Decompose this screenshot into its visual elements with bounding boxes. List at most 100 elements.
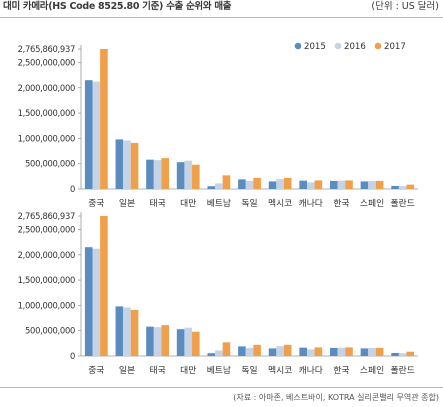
bar-2016 — [306, 182, 315, 189]
x-category-label: 중국 — [88, 365, 104, 376]
bar-2015 — [299, 347, 307, 356]
bar-2016 — [153, 327, 162, 356]
bar-2015 — [84, 80, 93, 189]
x-category-label: 폴란드 — [391, 197, 415, 209]
y-tick-label: 2,500,000,000 — [18, 224, 75, 234]
bar-2016 — [398, 353, 407, 356]
y-tick-label: 2,765,860,937 — [18, 44, 75, 54]
bar-2017 — [192, 164, 200, 189]
y-tick-label: 500,000,000 — [25, 159, 75, 169]
bar-2015 — [360, 348, 369, 356]
legend-marker-2016 — [334, 42, 342, 50]
bar-2017 — [192, 331, 200, 356]
bar-2015 — [330, 180, 338, 189]
x-category-label: 멕시코 — [268, 365, 292, 376]
bar-2015 — [268, 181, 277, 189]
y-tick-label: 500,000,000 — [25, 326, 75, 336]
bar-2017 — [375, 347, 384, 356]
legend-marker-2015 — [294, 42, 302, 50]
x-category-label: 캐나다 — [299, 365, 323, 376]
y-tick-label: 0 — [70, 184, 75, 194]
bar-2017 — [314, 180, 323, 189]
x-category-label: 한국 — [333, 198, 349, 209]
bar-2017 — [283, 344, 292, 356]
bar-2016 — [215, 350, 223, 356]
legend-label-2017: 2017 — [384, 42, 406, 52]
chart-title: 대미 카메라(HS Code 8525.80 기준) 수출 순위와 매출 — [3, 1, 232, 12]
bar-2015 — [330, 347, 338, 356]
x-category-label: 중국 — [88, 198, 104, 209]
bar-2016 — [368, 180, 376, 189]
bar-2017 — [100, 216, 108, 356]
y-tick-label: 1,000,000,000 — [18, 133, 75, 143]
legend-marker-2017 — [374, 42, 382, 50]
x-category-label: 독일 — [241, 365, 257, 376]
bar-2017 — [100, 49, 108, 189]
bar-2016 — [337, 180, 346, 189]
bar-2017 — [222, 342, 231, 356]
bar-2015 — [391, 185, 399, 189]
bar-2015 — [238, 179, 246, 189]
source-note: (자료 : 아마존, 베스트바이, KOTRA 실리콘밸리 무역관 종합) — [233, 393, 439, 402]
x-category-label: 스페인 — [360, 365, 384, 376]
bar-2017 — [406, 184, 415, 189]
bar-2015 — [84, 247, 93, 356]
bottom-rule — [0, 387, 443, 388]
bar-2017 — [406, 351, 415, 356]
bar-2017 — [253, 177, 261, 189]
bar-2017 — [222, 175, 231, 189]
x-category-label: 멕시코 — [268, 198, 292, 209]
bar-2015 — [360, 181, 369, 189]
x-category-label: 일본 — [119, 365, 135, 376]
y-tick-label: 2,765,860,937 — [18, 211, 75, 221]
x-category-label: 한국 — [333, 365, 349, 376]
x-category-label: 베트남 — [207, 198, 231, 209]
bar-2017 — [345, 347, 353, 356]
x-category-label: 캐나다 — [299, 198, 323, 209]
y-tick-label: 2,500,000,000 — [18, 57, 75, 67]
x-category-label: 태국 — [149, 365, 165, 376]
bar-2016 — [215, 183, 223, 189]
y-tick-label: 0 — [70, 351, 75, 361]
bar-2015 — [146, 326, 154, 356]
bar-2016 — [398, 186, 407, 189]
bar-2017 — [375, 180, 384, 189]
bar-2016 — [92, 81, 101, 189]
bar-2015 — [176, 162, 185, 189]
bar-2016 — [184, 327, 193, 356]
x-category-label: 스페인 — [360, 198, 384, 209]
bar-2016 — [92, 248, 101, 356]
bar-2017 — [283, 177, 292, 189]
bar-2015 — [207, 186, 216, 189]
bar-2015 — [115, 139, 124, 189]
bar-2015 — [238, 346, 246, 356]
bar-2015 — [391, 352, 399, 356]
bar-2016 — [123, 140, 131, 189]
bar-2017 — [161, 158, 169, 189]
bar-2016 — [276, 346, 284, 356]
bar-2017 — [130, 309, 139, 356]
bar-2016 — [153, 160, 162, 189]
bar-2017 — [253, 344, 261, 356]
x-category-label: 대만 — [180, 198, 196, 209]
bar-2015 — [299, 180, 307, 189]
bar-2017 — [161, 325, 169, 356]
x-category-label: 베트남 — [207, 365, 231, 376]
bar-2017 — [314, 347, 323, 356]
bar-2017 — [345, 180, 353, 189]
x-category-label: 대만 — [180, 365, 196, 376]
bar-2016 — [123, 307, 131, 356]
bar-2016 — [245, 347, 254, 356]
bar-2016 — [245, 180, 254, 189]
x-category-label: 태국 — [149, 198, 165, 209]
bar-2016 — [306, 349, 315, 356]
bar-2017 — [130, 142, 139, 189]
bar-2015 — [146, 159, 154, 189]
bar-2016 — [368, 347, 376, 356]
y-tick-label: 2,000,000,000 — [18, 83, 75, 93]
y-tick-label: 2,000,000,000 — [18, 250, 75, 260]
bar-2015 — [115, 306, 124, 356]
x-category-label: 폴란드 — [391, 364, 415, 376]
